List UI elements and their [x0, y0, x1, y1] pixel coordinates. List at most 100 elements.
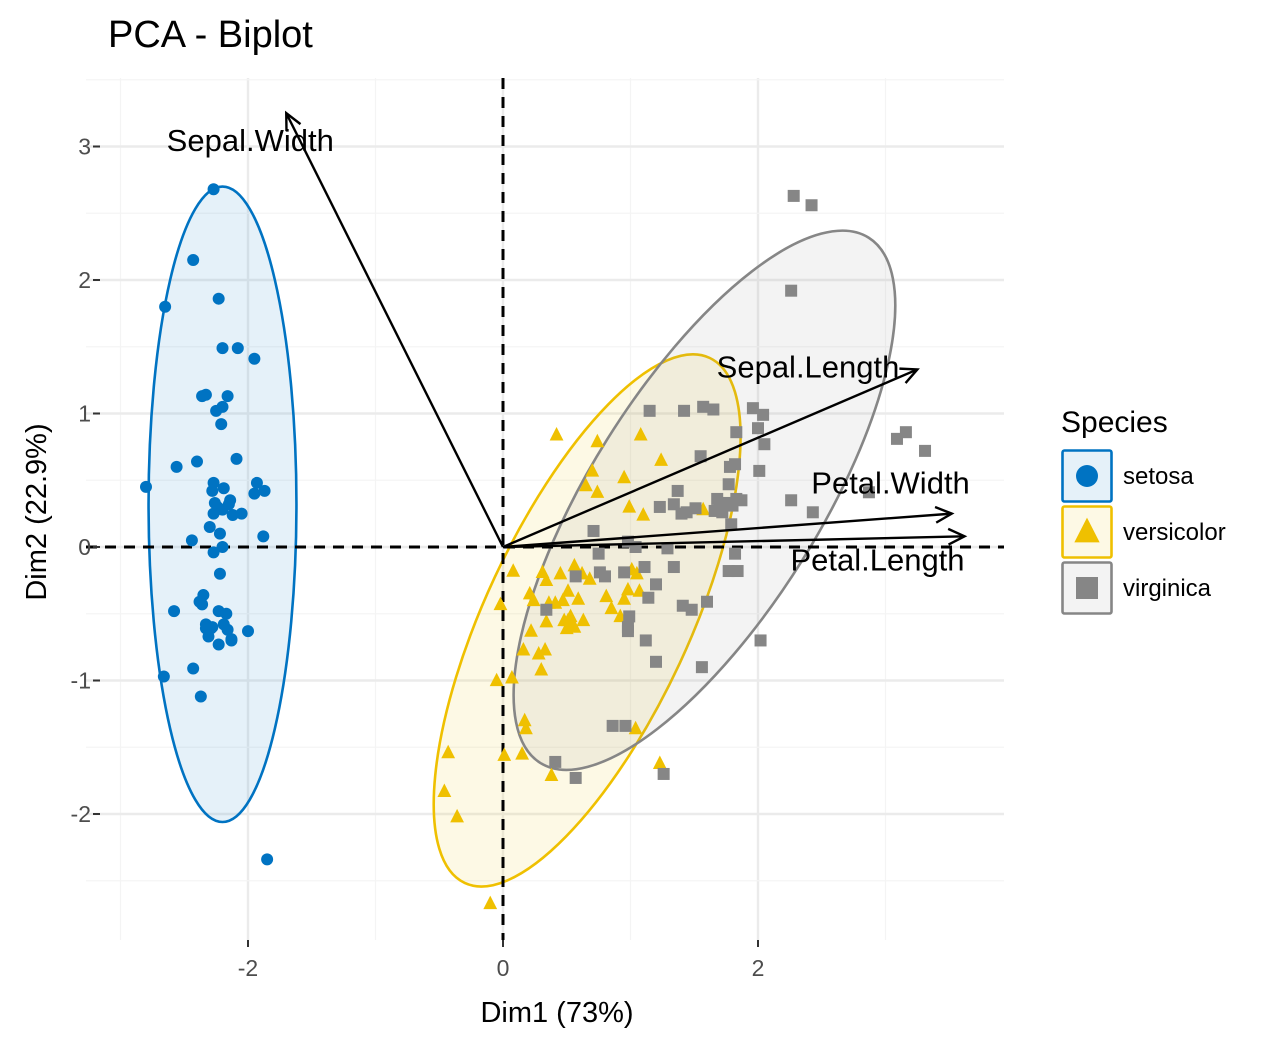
- arrow-sepal-width: [285, 112, 505, 548]
- arrow-head-petal-length: [947, 527, 968, 546]
- point-setosa: [170, 460, 183, 473]
- point-versicolor: [437, 783, 452, 797]
- point-setosa: [235, 507, 248, 520]
- point-virginica: [619, 719, 632, 732]
- point-virginica: [623, 610, 636, 623]
- point-virginica: [667, 498, 680, 511]
- point-virginica: [569, 570, 582, 583]
- legend-title: Species: [1061, 406, 1168, 439]
- point-versicolor: [519, 720, 533, 735]
- point-setosa: [208, 496, 221, 509]
- point-setosa: [212, 292, 225, 305]
- point-versicolor: [534, 662, 549, 676]
- point-virginica: [657, 767, 670, 780]
- point-versicolor: [526, 592, 541, 607]
- arrow-label-sepal-length: Sepal.Length: [717, 349, 900, 384]
- point-virginica: [593, 566, 606, 579]
- point-versicolor: [556, 592, 570, 607]
- x-axis-title: Dim1 (73%): [480, 997, 633, 1029]
- point-virginica: [695, 661, 708, 674]
- arrow-label-sepal-width: Sepal.Width: [167, 123, 334, 158]
- point-virginica: [754, 634, 767, 647]
- point-versicolor: [604, 600, 619, 615]
- point-versicolor: [617, 469, 632, 484]
- point-virginica: [639, 634, 652, 647]
- point-versicolor: [617, 591, 632, 605]
- point-versicolor: [489, 672, 504, 687]
- point-virginica: [675, 507, 688, 520]
- arrow-head-petal-width: [934, 505, 955, 524]
- point-setosa: [199, 622, 212, 635]
- point-setosa: [257, 530, 270, 543]
- point-setosa: [140, 480, 152, 493]
- point-versicolor: [636, 507, 651, 521]
- point-setosa: [225, 633, 238, 646]
- point-versicolor: [633, 427, 648, 441]
- point-virginica: [723, 460, 736, 473]
- point-setosa: [216, 342, 229, 355]
- point-virginica: [711, 492, 724, 505]
- point-virginica: [569, 771, 582, 784]
- point-virginica: [638, 561, 651, 574]
- point-versicolor: [582, 571, 597, 585]
- point-versicolor: [622, 499, 637, 513]
- data-points: [140, 183, 932, 910]
- point-setosa: [210, 404, 223, 417]
- point-versicolor: [628, 720, 643, 735]
- point-virginica: [746, 402, 759, 415]
- point-setosa: [213, 567, 226, 580]
- legend-marker-setosa: [1076, 465, 1098, 487]
- y-axis-title: Dim2 (22.9%): [21, 423, 53, 600]
- point-virginica: [606, 719, 619, 732]
- point-versicolor: [567, 619, 582, 633]
- arrow-label-petal-length: Petal.Length: [790, 542, 964, 577]
- point-virginica: [785, 494, 798, 507]
- point-virginica: [671, 484, 684, 497]
- point-setosa: [196, 390, 209, 403]
- point-versicolor: [553, 565, 568, 580]
- point-setosa: [221, 390, 234, 403]
- point-versicolor: [506, 563, 521, 577]
- point-virginica: [862, 486, 875, 499]
- point-versicolor: [563, 608, 578, 623]
- point-virginica: [697, 400, 710, 413]
- point-virginica: [707, 403, 720, 416]
- legend-label-versicolor: versicolor: [1123, 519, 1226, 546]
- point-setosa: [217, 482, 230, 495]
- point-virginica: [752, 422, 764, 435]
- point-setosa: [261, 853, 274, 866]
- arrow-sepal-length: [502, 368, 918, 549]
- point-virginica: [805, 199, 818, 212]
- arrow-head-sepal-width: [285, 110, 302, 132]
- point-virginica: [685, 603, 698, 616]
- point-versicolor: [652, 755, 667, 769]
- point-virginica: [731, 565, 744, 578]
- point-setosa: [216, 541, 229, 553]
- arrow-label-petal-width: Petal.Width: [811, 466, 970, 501]
- point-versicolor: [590, 484, 605, 498]
- point-versicolor: [531, 645, 546, 660]
- point-setosa: [212, 638, 225, 651]
- point-virginica: [592, 547, 605, 560]
- point-setosa: [230, 452, 243, 465]
- point-virginica: [650, 578, 662, 591]
- point-setosa: [196, 598, 209, 611]
- point-versicolor: [599, 588, 614, 603]
- point-virginica: [785, 284, 798, 297]
- y-tick-label: -2: [71, 801, 91, 827]
- point-virginica: [643, 404, 656, 417]
- y-tick-label: -1: [71, 668, 91, 694]
- point-virginica: [667, 561, 680, 574]
- point-setosa: [248, 487, 261, 500]
- point-setosa: [248, 352, 261, 365]
- point-versicolor: [441, 744, 456, 759]
- point-virginica: [587, 524, 600, 537]
- point-setosa: [250, 476, 263, 489]
- point-setosa: [194, 690, 207, 703]
- point-virginica: [758, 438, 771, 451]
- point-setosa: [159, 300, 172, 313]
- x-tick-label: 2: [752, 955, 765, 981]
- point-setosa: [221, 623, 234, 636]
- point-virginica: [621, 625, 634, 638]
